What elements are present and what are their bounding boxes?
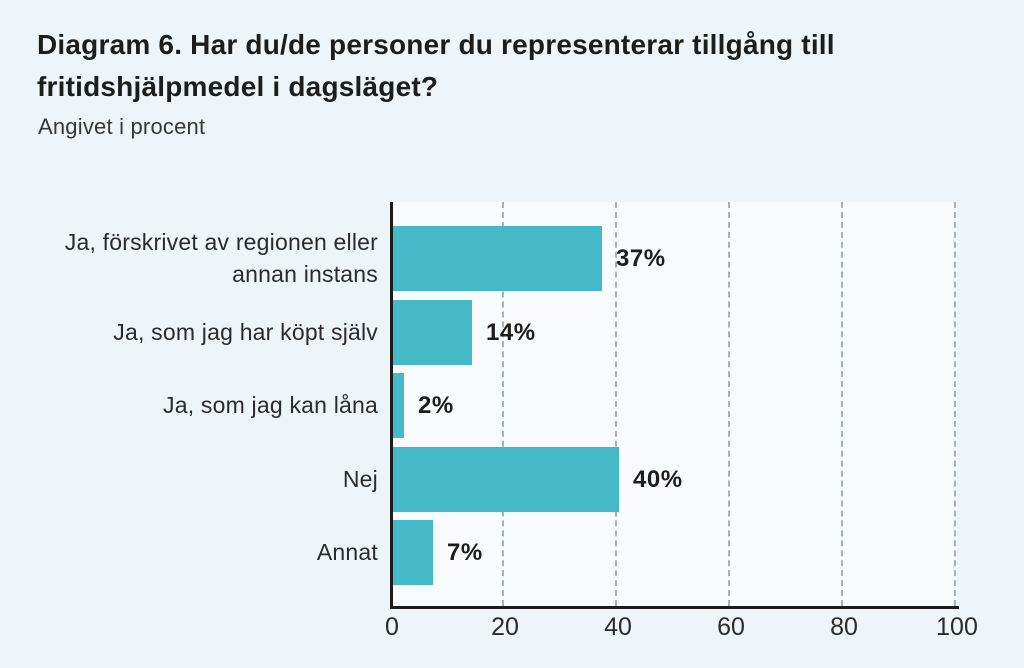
value-label: 37% <box>616 244 666 272</box>
value-label: 7% <box>447 538 483 566</box>
gridline-x-100 <box>954 202 956 606</box>
chart-subtitle: Angivet i procent <box>38 114 206 139</box>
bar <box>393 373 404 438</box>
bar <box>393 226 602 291</box>
value-label: 2% <box>418 391 454 419</box>
x-axis-line <box>390 606 959 609</box>
x-tick-label-20: 20 <box>491 613 519 641</box>
y-axis-line <box>390 202 393 609</box>
x-tick-label-40: 40 <box>604 613 632 641</box>
value-label: 40% <box>633 465 683 493</box>
chart-title: Diagram 6. Har du/de personer du represe… <box>37 29 835 102</box>
x-tick-label-80: 80 <box>830 613 858 641</box>
category-label: Nej <box>342 465 378 492</box>
gridline-x-60 <box>728 202 730 606</box>
x-tick-label-100: 100 <box>936 613 978 641</box>
value-label: 14% <box>486 318 536 346</box>
bar <box>393 520 433 585</box>
bar <box>393 447 619 512</box>
x-tick-label-0: 0 <box>385 613 399 641</box>
category-label: Annat <box>316 538 378 565</box>
gridline-x-80 <box>841 202 843 606</box>
bar <box>393 300 472 365</box>
category-label: Ja, som jag kan låna <box>163 391 378 418</box>
category-label: Ja, som jag har köpt själv <box>113 318 378 345</box>
category-label: Ja, förskrivet av regionen eller annan i… <box>64 229 378 287</box>
x-tick-label-60: 60 <box>717 613 745 641</box>
gridline-x-40 <box>615 202 617 606</box>
gridline-x-20 <box>502 202 504 606</box>
